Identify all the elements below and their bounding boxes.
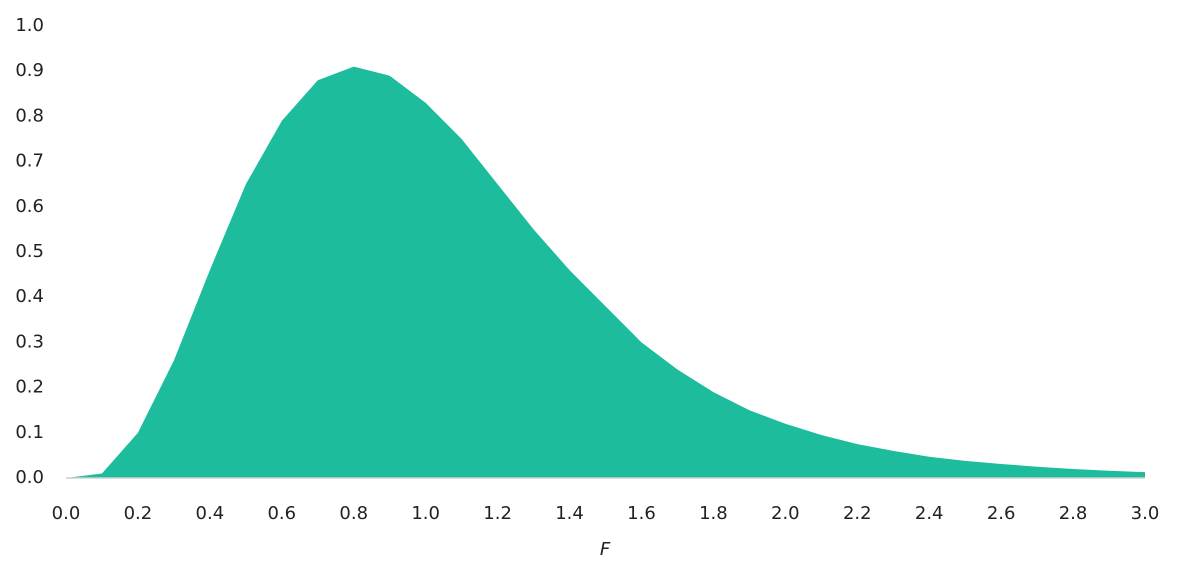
x-tick-label: 0.0 — [52, 503, 81, 524]
y-tick-label: 0.5 — [15, 241, 44, 262]
x-tick-label: 2.6 — [987, 503, 1016, 524]
y-tick-label: 0.1 — [15, 422, 44, 443]
y-tick-label: 0.8 — [15, 105, 44, 126]
y-tick-label: 0.7 — [15, 151, 44, 172]
x-axis-label: F — [600, 539, 611, 560]
x-tick-label: 2.2 — [843, 503, 872, 524]
y-tick-label: 0.9 — [15, 60, 44, 81]
y-tick-label: 0.0 — [15, 467, 44, 488]
y-tick-label: 1.0 — [15, 15, 44, 36]
y-tick-label: 0.4 — [15, 286, 44, 307]
x-tick-label: 1.4 — [555, 503, 584, 524]
x-tick-label: 3.0 — [1131, 503, 1160, 524]
y-tick-label: 0.6 — [15, 196, 44, 217]
x-tick-label: 2.0 — [771, 503, 800, 524]
y-tick-label: 0.2 — [15, 377, 44, 398]
x-tick-label: 0.6 — [267, 503, 296, 524]
x-tick-label: 2.4 — [915, 503, 944, 524]
area — [66, 66, 1145, 479]
x-tick-label: 1.6 — [627, 503, 656, 524]
y-tick-label: 0.3 — [15, 331, 44, 352]
x-tick-label: 2.8 — [1059, 503, 1088, 524]
x-tick-label: 0.8 — [339, 503, 368, 524]
x-tick-label: 1.2 — [483, 503, 512, 524]
x-tick-label: 1.8 — [699, 503, 728, 524]
x-tick-label: 0.4 — [196, 503, 225, 524]
x-tick-label: 1.0 — [411, 503, 440, 524]
x-tick-label: 0.2 — [124, 503, 153, 524]
